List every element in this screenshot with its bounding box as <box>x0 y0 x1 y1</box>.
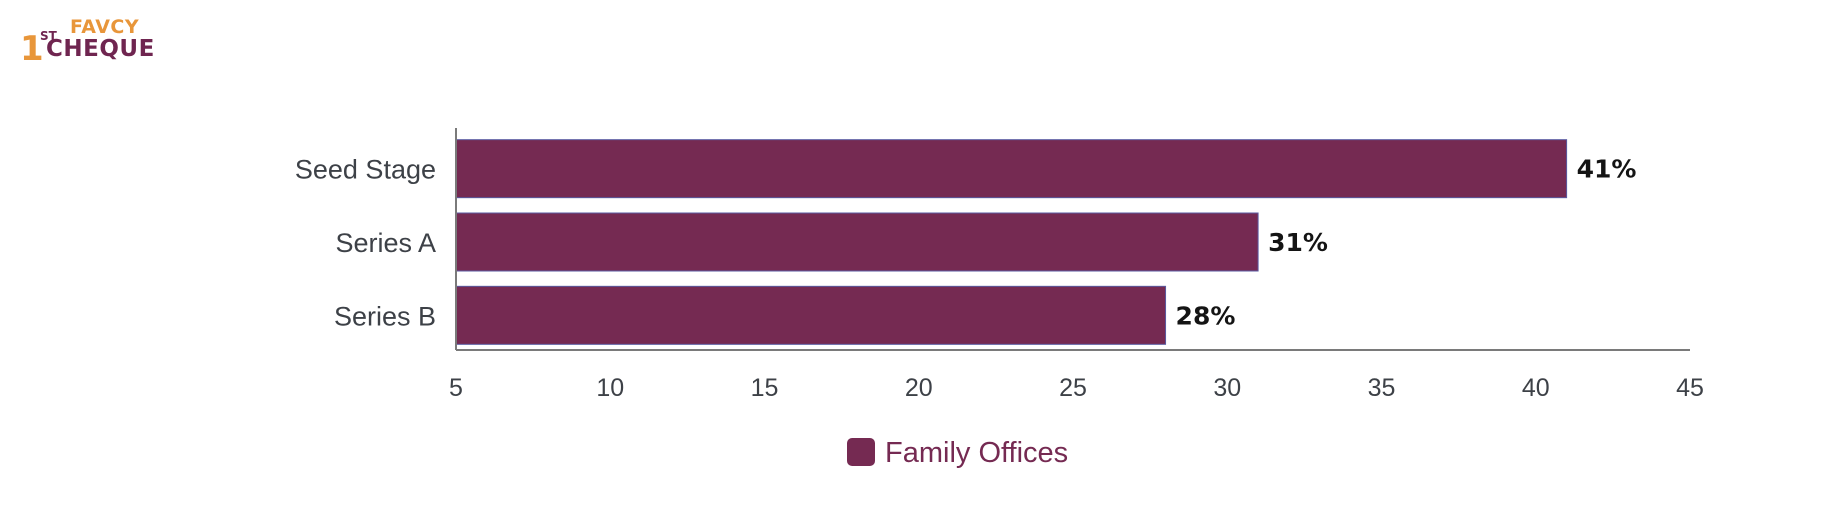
legend-label: Family Offices <box>885 437 1068 469</box>
brand-logo: 1 ST FAVCY CHEQUE <box>20 16 154 72</box>
x-tick-label: 45 <box>1676 374 1704 402</box>
bar-series-b <box>455 285 1167 345</box>
axis-layer <box>455 128 1690 351</box>
x-tick-label: 10 <box>596 374 624 402</box>
bars-layer <box>455 139 1568 345</box>
x-tick-label: 20 <box>905 374 933 402</box>
logo-superscript: ST <box>40 29 57 43</box>
x-tick-label: 30 <box>1213 374 1241 402</box>
logo-word-favcy: FAVCY <box>70 16 140 38</box>
legend-swatch <box>847 438 875 466</box>
category-label: Series A <box>335 228 436 258</box>
x-tick-label: 25 <box>1059 374 1087 402</box>
bar-series-a <box>455 212 1259 272</box>
chart-legend: Family Offices <box>847 437 1068 469</box>
data-label: 31% <box>1268 228 1328 257</box>
x-tick-label: 5 <box>449 374 463 402</box>
category-label: Seed Stage <box>295 155 436 185</box>
data-label: 28% <box>1176 301 1236 330</box>
logo-number: 1 <box>20 29 44 69</box>
x-tick-label: 15 <box>751 374 779 402</box>
data-label: 41% <box>1577 155 1637 184</box>
x-tick-label: 40 <box>1522 374 1550 402</box>
bar-seed-stage <box>455 139 1568 199</box>
x-tick-label: 35 <box>1368 374 1396 402</box>
category-label: Series B <box>334 301 436 331</box>
logo-word-cheque: CHEQUE <box>46 36 155 62</box>
labels-layer: Seed Stage 41% Series A 31% Series B 28% 5 10 15… <box>295 155 1704 402</box>
